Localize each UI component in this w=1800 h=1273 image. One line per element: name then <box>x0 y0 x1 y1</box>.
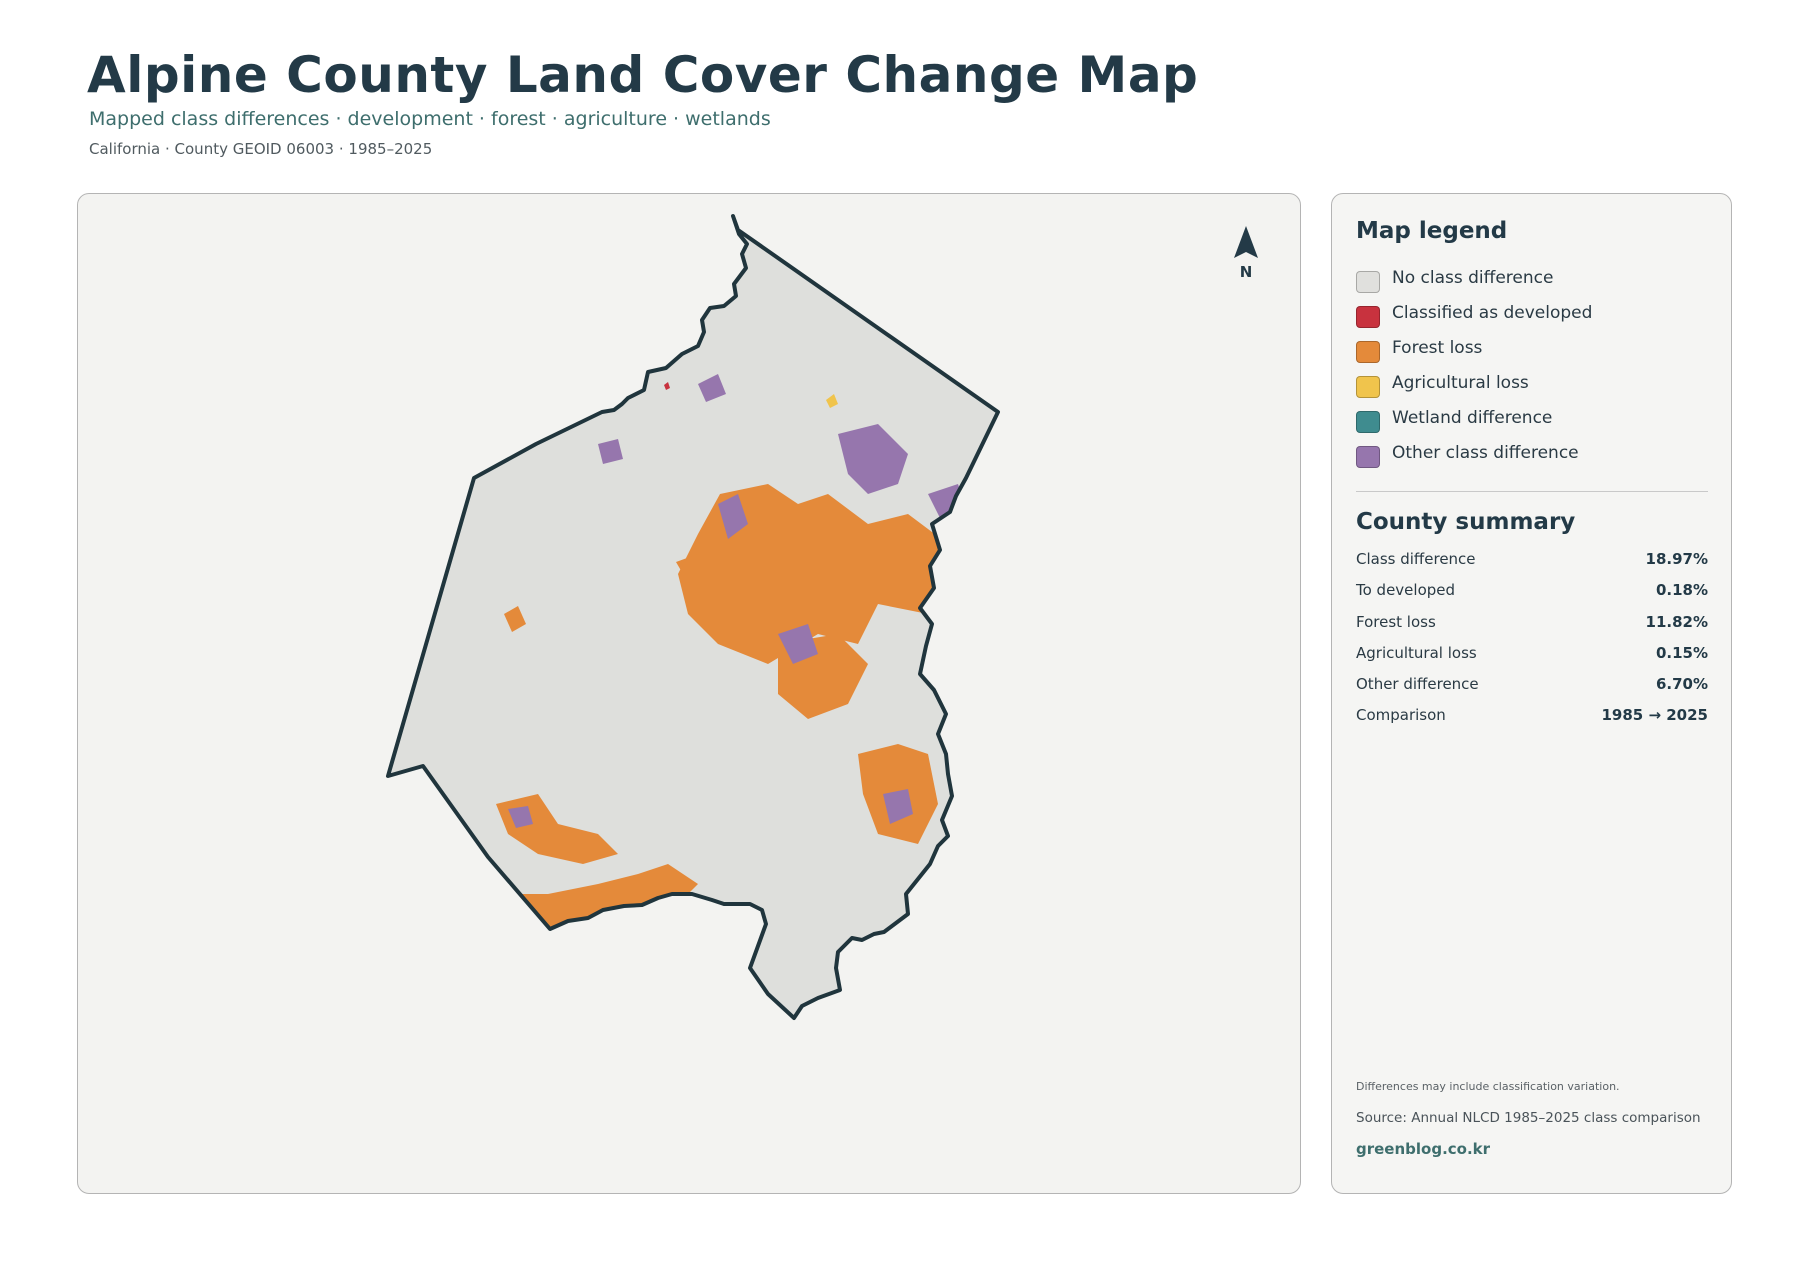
legend-label: Forest loss <box>1392 337 1483 358</box>
developed-patches <box>664 382 670 390</box>
legend-swatch <box>1356 340 1380 363</box>
summary-row: Other difference 6.70% <box>1356 675 1708 706</box>
summary-row: Forest loss 11.82% <box>1356 613 1708 644</box>
summary-value: 0.15% <box>1655 643 1708 662</box>
summary-list: Class difference 18.97% To developed 0.1… <box>1356 550 1708 738</box>
legend-label: Other class difference <box>1392 442 1579 463</box>
legend-label: No class difference <box>1392 267 1554 288</box>
page-meta: California · County GEOID 06003 · 1985–2… <box>89 140 433 158</box>
agricultural-loss-patches <box>826 394 838 408</box>
summary-label: Comparison <box>1356 706 1446 725</box>
summary-title: County summary <box>1356 509 1576 535</box>
footnote: Differences may include classification v… <box>1356 1080 1620 1093</box>
summary-row: Class difference 18.97% <box>1356 550 1708 581</box>
north-label: N <box>1239 263 1253 281</box>
summary-label: To developed <box>1356 581 1456 600</box>
summary-value: 11.82% <box>1645 612 1708 631</box>
legend-swatch <box>1356 410 1380 433</box>
legend-label: Classified as developed <box>1392 302 1593 323</box>
summary-value: 6.70% <box>1655 675 1708 694</box>
summary-value: 1985 → 2025 <box>1601 706 1708 725</box>
legend-swatch <box>1356 305 1380 328</box>
legend-item-no-difference: No class difference <box>1356 264 1592 299</box>
county-map[interactable] <box>78 194 1301 1194</box>
side-panel: Map legend No class difference Classifie… <box>1331 193 1732 1194</box>
legend-swatch <box>1356 270 1380 293</box>
summary-row: Agricultural loss 0.15% <box>1356 644 1708 675</box>
summary-value: 18.97% <box>1645 550 1708 568</box>
legend-swatch <box>1356 375 1380 398</box>
source-text: Source: Annual NLCD 1985–2025 class comp… <box>1356 1110 1701 1126</box>
legend-swatch <box>1356 445 1380 468</box>
legend-label: Wetland difference <box>1392 407 1553 428</box>
summary-value: 0.18% <box>1655 581 1708 600</box>
summary-row: To developed 0.18% <box>1356 581 1708 612</box>
legend-item-developed: Classified as developed <box>1356 299 1592 334</box>
legend-label: Agricultural loss <box>1392 372 1529 393</box>
summary-label: Forest loss <box>1356 612 1436 631</box>
map-panel[interactable] <box>77 193 1301 1194</box>
other-difference-patches <box>388 374 968 828</box>
page-subtitle: Mapped class differences · development ·… <box>89 108 771 130</box>
county-outline <box>386 214 1000 1020</box>
legend-item-forest-loss: Forest loss <box>1356 334 1592 369</box>
legend-item-agricultural-loss: Agricultural loss <box>1356 369 1592 404</box>
legend-list: No class difference Classified as develo… <box>1356 264 1592 474</box>
summary-label: Other difference <box>1356 675 1479 694</box>
page-title: Alpine County Land Cover Change Map <box>87 46 1199 104</box>
north-arrow-icon <box>1234 226 1258 258</box>
summary-label: Class difference <box>1356 550 1476 568</box>
summary-label: Agricultural loss <box>1356 643 1477 662</box>
site-link[interactable]: greenblog.co.kr <box>1356 1140 1491 1158</box>
legend-item-wetland: Wetland difference <box>1356 404 1592 439</box>
legend-item-other: Other class difference <box>1356 439 1592 474</box>
summary-row: Comparison 1985 → 2025 <box>1356 706 1708 737</box>
legend-divider <box>1356 491 1708 492</box>
legend-title: Map legend <box>1356 218 1508 244</box>
